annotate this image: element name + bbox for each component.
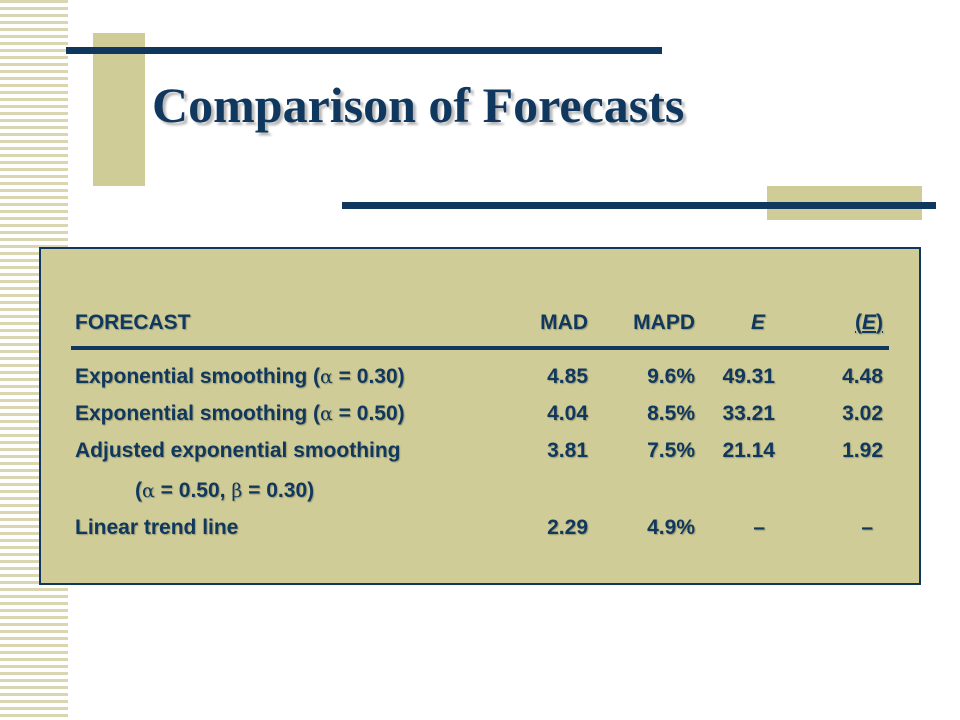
title-accent-block: [93, 33, 145, 186]
row-label: Linear trend line: [75, 516, 239, 539]
row-mad: 4.85: [547, 365, 588, 388]
row-label-continuation: (α = 0.50, β = 0.30): [135, 479, 315, 502]
header-e-average-open: (: [854, 311, 862, 334]
row-label: Exponential smoothing (α = 0.30): [75, 365, 405, 388]
right-accent-line: [342, 202, 936, 209]
header-mad: MAD: [540, 311, 588, 334]
row-e: 49.31: [722, 365, 775, 388]
header-e-average-close: ): [876, 311, 883, 334]
row-label: Adjusted exponential smoothing: [75, 439, 401, 462]
beta-symbol: β: [231, 480, 243, 502]
slide-title: Comparison of Forecasts: [152, 77, 685, 133]
row-e-average: –: [861, 516, 873, 539]
row-e-average: 4.48: [842, 365, 883, 388]
row-mapd: 7.5%: [647, 439, 695, 462]
row-e-average: 3.02: [842, 402, 883, 425]
forecast-comparison-table: FORECAST MAD MAPD E (E) Exponential smoo…: [39, 247, 921, 585]
header-divider: [71, 346, 889, 350]
alpha-symbol: α: [320, 403, 333, 425]
row-e: 33.21: [722, 402, 775, 425]
row-e: 21.14: [722, 439, 775, 462]
row-mad: 2.29: [547, 516, 588, 539]
header-e: E: [750, 311, 765, 334]
row-e: –: [753, 516, 765, 539]
row-mad: 4.04: [547, 402, 588, 425]
row-mapd: 8.5%: [647, 402, 695, 425]
alpha-symbol: α: [320, 366, 333, 388]
alpha-symbol: α: [142, 480, 155, 502]
row-mapd: 9.6%: [647, 365, 695, 388]
title-accent-line: [66, 47, 662, 54]
row-e-average: 1.92: [842, 439, 883, 462]
row-mapd: 4.9%: [647, 516, 695, 539]
row-mad: 3.81: [547, 439, 588, 462]
row-label: Exponential smoothing (α = 0.50): [75, 402, 405, 425]
header-e-average-symbol: E: [861, 311, 876, 334]
header-forecast: FORECAST: [75, 311, 191, 334]
header-mapd: MAPD: [633, 311, 695, 334]
header-e-average: (E): [801, 311, 883, 335]
